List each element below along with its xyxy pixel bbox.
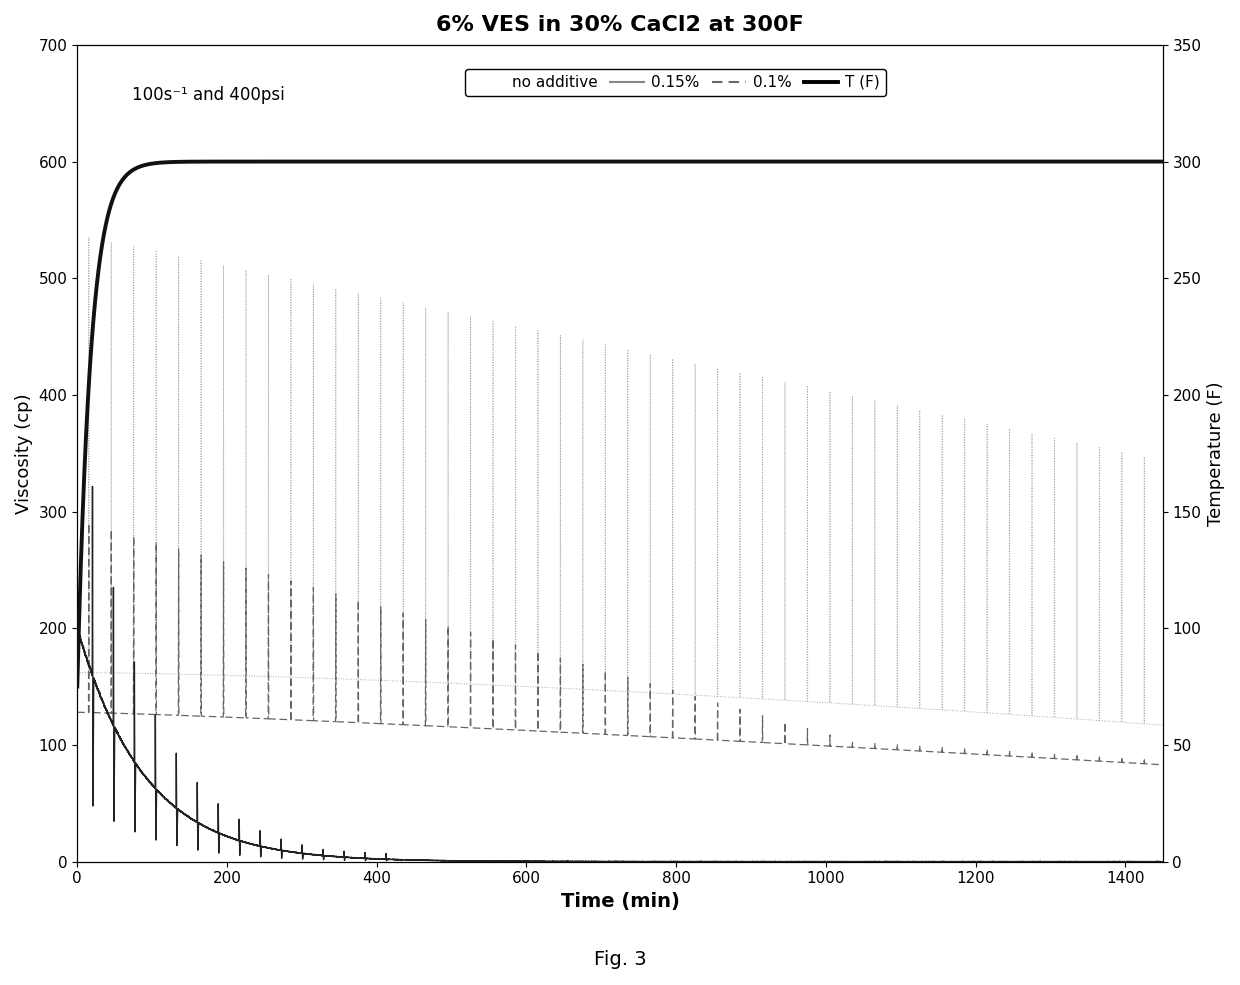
- Y-axis label: Temperature (F): Temperature (F): [1207, 381, 1225, 526]
- Title: 6% VES in 30% CaCl2 at 300F: 6% VES in 30% CaCl2 at 300F: [436, 15, 804, 35]
- Text: Fig. 3: Fig. 3: [594, 951, 646, 969]
- Text: 100s⁻¹ and 400psi: 100s⁻¹ and 400psi: [131, 86, 284, 103]
- Y-axis label: Viscosity (cp): Viscosity (cp): [15, 393, 33, 513]
- X-axis label: Time (min): Time (min): [560, 891, 680, 911]
- Legend: no additive, 0.15%, 0.1%, T (F): no additive, 0.15%, 0.1%, T (F): [465, 69, 887, 97]
